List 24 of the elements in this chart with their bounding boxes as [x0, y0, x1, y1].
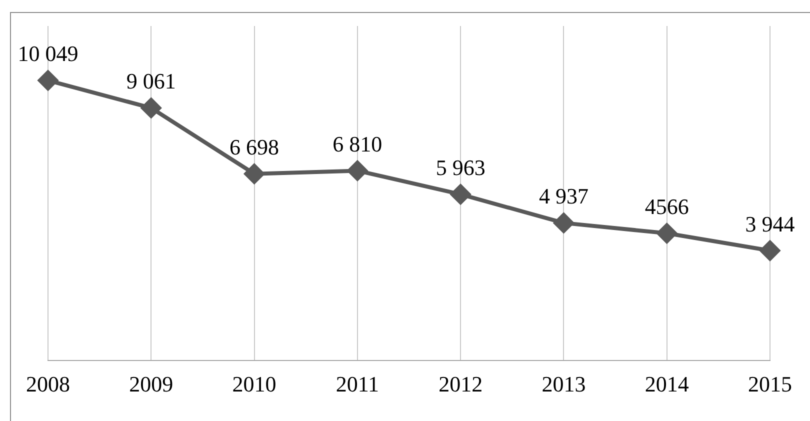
- x-tick-label: 2009: [129, 372, 174, 397]
- x-tick-label: 2014: [644, 372, 689, 397]
- x-tick-label: 2008: [26, 372, 70, 397]
- point: [450, 184, 471, 204]
- point: [656, 223, 677, 244]
- data-label: 6 810: [332, 131, 382, 156]
- data-label: 4566: [644, 194, 689, 220]
- data-label: 5 963: [436, 155, 486, 180]
- x-tick-label: 2013: [542, 372, 586, 397]
- data-label: 9 061: [126, 68, 176, 94]
- x-tick-label: 2011: [336, 372, 380, 397]
- point: [347, 160, 368, 181]
- x-tick-label: 2012: [438, 372, 483, 397]
- data-label: 6 698: [230, 134, 280, 160]
- point: [760, 240, 780, 261]
- x-tick-label: 2010: [232, 372, 276, 397]
- data-label: 10 049: [18, 41, 78, 66]
- point: [141, 98, 162, 118]
- data-label: 3 944: [745, 211, 795, 236]
- x-tick-label: 2015: [748, 372, 792, 397]
- point: [244, 164, 264, 184]
- data-label: 4 937: [538, 184, 588, 209]
- point: [554, 212, 574, 233]
- point: [38, 70, 58, 90]
